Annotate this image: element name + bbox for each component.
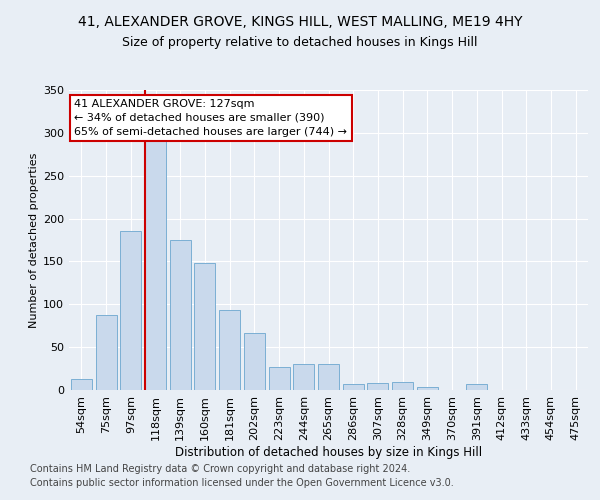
Text: Contains HM Land Registry data © Crown copyright and database right 2024.
Contai: Contains HM Land Registry data © Crown c… [30, 464, 454, 487]
Bar [194, 263, 215, 390]
Bar [120, 232, 141, 390]
Bar [318, 364, 339, 390]
Bar [466, 384, 487, 390]
Bar [269, 367, 290, 390]
Bar [71, 379, 92, 390]
Bar [95, 316, 116, 390]
Text: 41 ALEXANDER GROVE: 127sqm
← 34% of detached houses are smaller (390)
65% of sem: 41 ALEXANDER GROVE: 127sqm ← 34% of deta… [74, 99, 347, 137]
Text: 41, ALEXANDER GROVE, KINGS HILL, WEST MALLING, ME19 4HY: 41, ALEXANDER GROVE, KINGS HILL, WEST MA… [78, 16, 522, 30]
Bar [244, 332, 265, 390]
Bar [343, 384, 364, 390]
X-axis label: Distribution of detached houses by size in Kings Hill: Distribution of detached houses by size … [175, 446, 482, 458]
Bar [219, 310, 240, 390]
Bar [392, 382, 413, 390]
Bar [367, 383, 388, 390]
Bar [170, 240, 191, 390]
Text: Size of property relative to detached houses in Kings Hill: Size of property relative to detached ho… [122, 36, 478, 49]
Bar [417, 386, 438, 390]
Bar [293, 364, 314, 390]
Y-axis label: Number of detached properties: Number of detached properties [29, 152, 39, 328]
Bar [145, 142, 166, 390]
